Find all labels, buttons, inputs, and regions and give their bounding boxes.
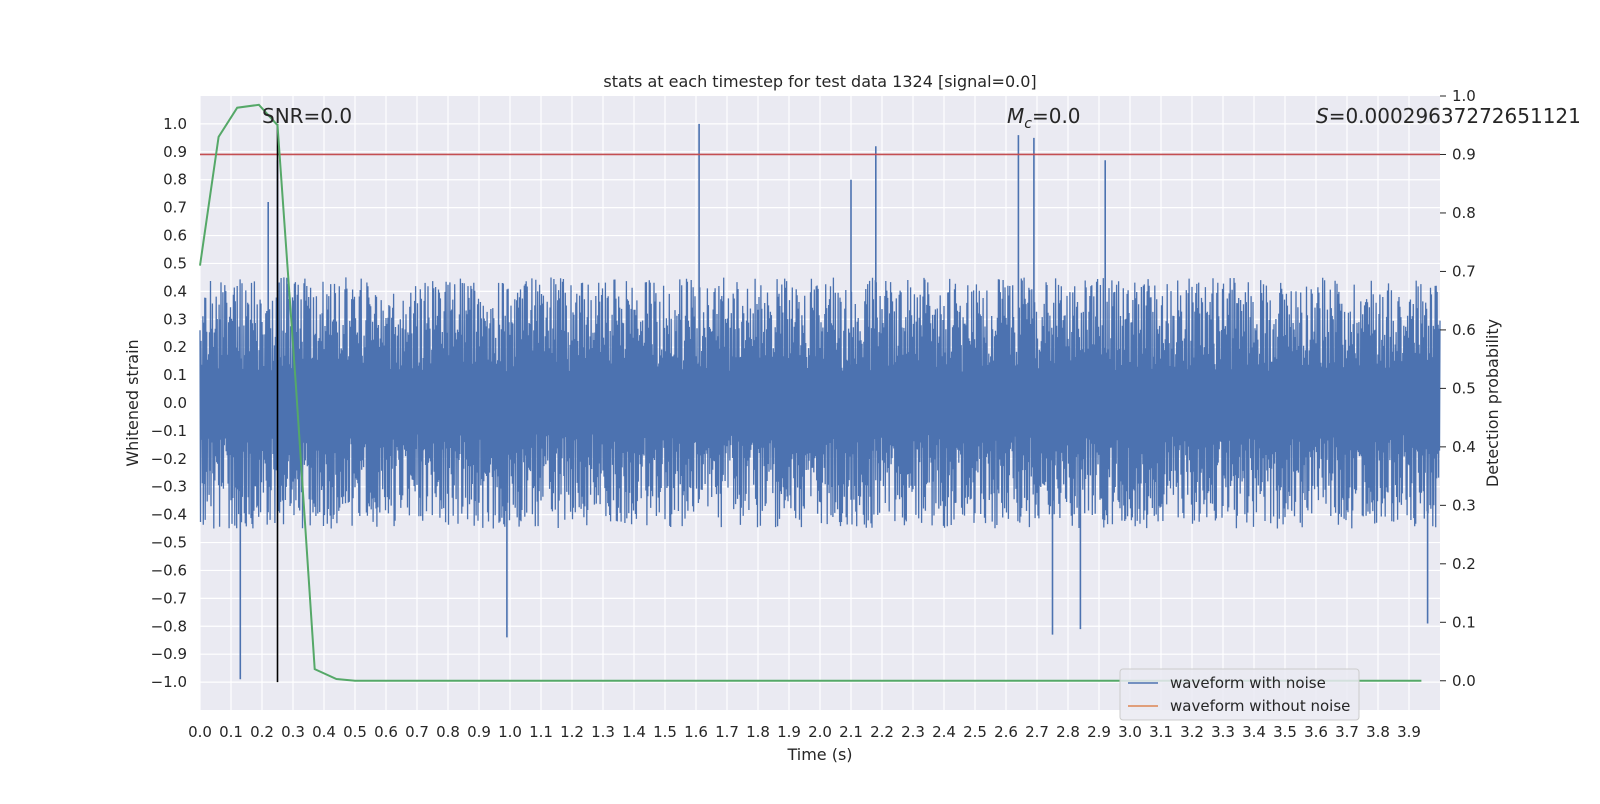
x-tick-label: 1.8	[746, 723, 770, 741]
y-tick-label: −0.1	[151, 422, 187, 440]
waveform-peaks	[239, 123, 1429, 680]
y2-axis-ticks: 1.0 0.9 0.8 0.7 0.6 0.5 0.4 0.3 0.2 0.1 0.0	[1440, 87, 1476, 690]
mc-subscript: c	[1024, 116, 1032, 132]
x-tick-label: 0.0	[188, 723, 212, 741]
x-tick-label: 3.2	[1180, 723, 1204, 741]
x-tick-label: 3.5	[1273, 723, 1297, 741]
x-tick-label: 1.1	[529, 723, 553, 741]
y-tick-label: 0.8	[163, 171, 187, 189]
x-axis-ticks: 0.0 0.1 0.2 0.3 0.4 0.5 0.6 0.7 0.8 0.9 1.0 1.1 1.2 1…	[188, 723, 1421, 741]
x-tick-label: 0.6	[374, 723, 398, 741]
legend: waveform with noise waveform without noi…	[1119, 668, 1360, 721]
y-tick-label: 0.1	[163, 366, 187, 384]
mc-symbol: M	[1007, 104, 1024, 128]
detection-probability-line	[199, 103, 1422, 682]
legend-box	[1119, 668, 1360, 721]
y-tick-label: 0.5	[163, 254, 187, 272]
x-tick-label: 1.9	[777, 723, 801, 741]
x-tick-label: 1.5	[653, 723, 677, 741]
x-tick-label: 2.5	[963, 723, 987, 741]
x-tick-label: 3.8	[1366, 723, 1390, 741]
y-tick-label: −1.0	[151, 673, 187, 691]
y2-tick-label: 0.7	[1452, 262, 1476, 280]
y-axis-label: Whitened strain	[123, 339, 142, 466]
x-tick-label: 2.9	[1087, 723, 1111, 741]
x-tick-label: 0.3	[281, 723, 305, 741]
x-tick-label: 3.0	[1118, 723, 1142, 741]
y-tick-label: 0.7	[163, 199, 187, 217]
y-tick-label: 1.0	[163, 115, 187, 133]
x-tick-label: 1.0	[498, 723, 522, 741]
x-tick-label: 2.3	[901, 723, 925, 741]
y2-tick-label: 0.6	[1452, 321, 1476, 339]
x-tick-label: 3.3	[1211, 723, 1235, 741]
y2-tick-label: 0.3	[1452, 496, 1476, 514]
y2-axis-label: Detection probability	[1483, 319, 1502, 487]
x-tick-label: 1.4	[622, 723, 646, 741]
x-tick-label: 2.7	[1025, 723, 1049, 741]
chart-title: stats at each timestep for test data 132…	[603, 72, 1036, 91]
y2-tick-label: 0.2	[1452, 555, 1476, 573]
legend-label-noise: waveform with noise	[1170, 674, 1326, 692]
x-tick-label: 0.2	[250, 723, 274, 741]
waveform-with-noise-line	[199, 277, 1441, 529]
y2-tick-label: 0.4	[1452, 438, 1476, 456]
y-tick-label: 0.3	[163, 310, 187, 328]
legend-label-clean: waveform without noise	[1170, 697, 1350, 715]
y2-tick-label: 0.5	[1452, 379, 1476, 397]
y-tick-label: 0.2	[163, 338, 187, 356]
s-annotation: S=0.00029637272651121	[1316, 104, 1581, 128]
x-axis-label: Time (s)	[786, 745, 852, 764]
y-tick-label: 0.9	[163, 143, 187, 161]
x-tick-label: 1.6	[684, 723, 708, 741]
x-tick-label: 2.4	[932, 723, 956, 741]
snr-annotation: SNR=0.0	[262, 104, 352, 128]
y2-tick-label: 1.0	[1452, 87, 1476, 105]
x-tick-label: 3.9	[1397, 723, 1421, 741]
x-tick-label: 0.8	[436, 723, 460, 741]
x-tick-label: 2.2	[870, 723, 894, 741]
y2-tick-label: 0.0	[1452, 672, 1476, 690]
y2-tick-label: 0.9	[1452, 145, 1476, 163]
y-tick-label: 0.6	[163, 227, 187, 245]
x-tick-label: 3.4	[1242, 723, 1266, 741]
y2-tick-label: 0.8	[1452, 204, 1476, 222]
mc-annotation: Mc=0.0	[1007, 104, 1081, 132]
x-tick-label: 2.0	[808, 723, 832, 741]
s-value: =0.00029637272651121	[1329, 104, 1581, 128]
x-tick-label: 1.3	[591, 723, 615, 741]
y2-tick-label: 0.1	[1452, 613, 1476, 631]
x-tick-label: 0.7	[405, 723, 429, 741]
s-symbol: S	[1316, 104, 1329, 128]
x-tick-label: 3.1	[1149, 723, 1173, 741]
y-tick-label: −0.3	[151, 478, 187, 496]
y-tick-label: −0.6	[151, 561, 187, 579]
x-tick-label: 1.7	[715, 723, 739, 741]
x-tick-label: 2.8	[1056, 723, 1080, 741]
x-tick-label: 1.2	[560, 723, 584, 741]
y-tick-label: 0.0	[163, 394, 187, 412]
mc-value: =0.0	[1032, 104, 1081, 128]
y-tick-label: −0.9	[151, 645, 187, 663]
y-tick-label: −0.8	[151, 617, 187, 635]
y-tick-label: −0.4	[151, 506, 187, 524]
x-tick-label: 0.9	[467, 723, 491, 741]
x-tick-label: 2.1	[839, 723, 863, 741]
y-axis-ticks: 1.0 0.9 0.8 0.7 0.6 0.5 0.4 0.3 0.2 0.1 0.0 −0.1 −0.…	[151, 115, 187, 691]
x-tick-label: 0.1	[219, 723, 243, 741]
y-tick-label: −0.7	[151, 589, 187, 607]
x-tick-label: 2.6	[994, 723, 1018, 741]
y-tick-label: −0.2	[151, 450, 187, 468]
x-tick-label: 3.6	[1304, 723, 1328, 741]
y-tick-label: 0.4	[163, 282, 187, 300]
x-tick-label: 0.4	[312, 723, 336, 741]
x-tick-label: 0.5	[343, 723, 367, 741]
y-tick-label: −0.5	[151, 534, 187, 552]
x-tick-label: 3.7	[1335, 723, 1359, 741]
